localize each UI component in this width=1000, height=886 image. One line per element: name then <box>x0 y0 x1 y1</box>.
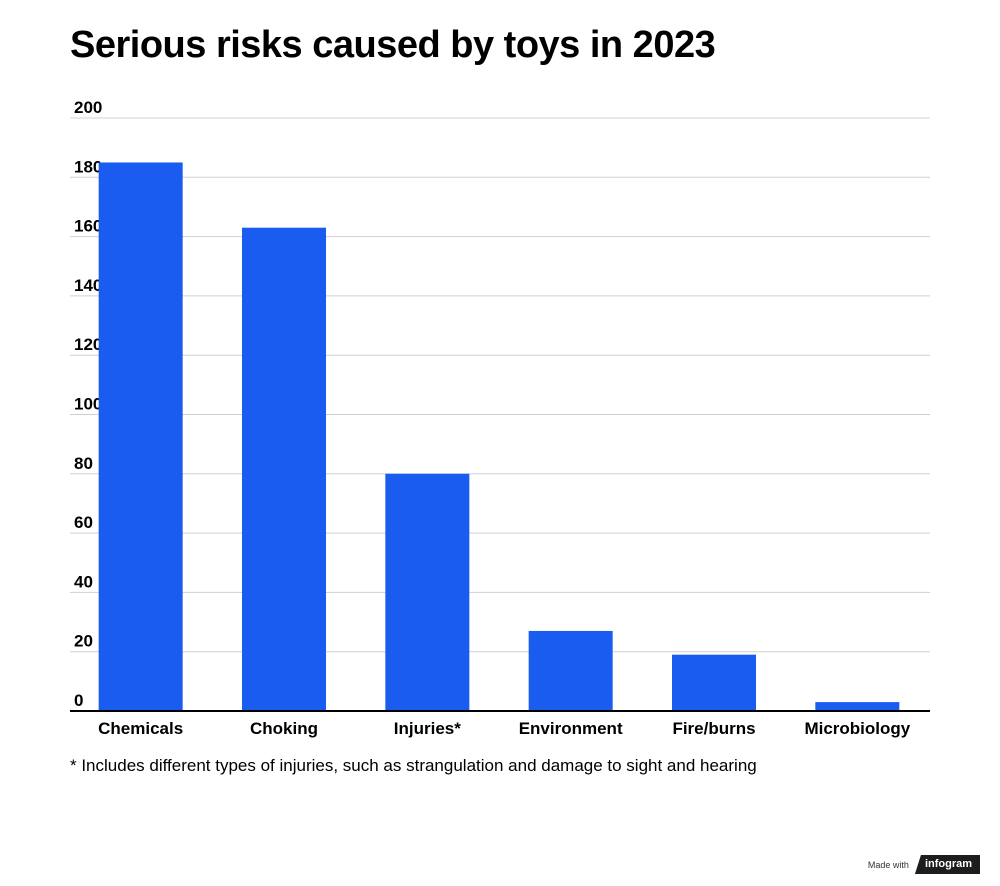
x-tick-label: Microbiology <box>804 719 910 738</box>
bar[interactable] <box>385 473 470 711</box>
y-axis-tick-labels: 0 20 40 60 80 100 120 140 160 180 200 <box>74 98 102 710</box>
bar[interactable] <box>242 227 326 711</box>
y-tick-label: 180 <box>74 157 102 176</box>
made-with-label: Made with <box>867 859 909 870</box>
y-tick-label: 0 <box>74 691 83 710</box>
y-tick-label: 20 <box>74 632 93 651</box>
x-tick-label: Choking <box>250 719 318 738</box>
infogram-credit[interactable]: Made with infogram <box>868 855 980 874</box>
footnote: * Includes different types of injuries, … <box>70 756 757 775</box>
x-axis-tick-labels: Chemicals Choking Injuries* Environment Fire… <box>98 719 911 738</box>
x-tick-label: Fire/burns <box>672 719 755 738</box>
y-tick-label: 200 <box>74 98 102 117</box>
bar[interactable] <box>672 654 756 711</box>
bar[interactable] <box>98 162 183 712</box>
y-tick-label: 80 <box>74 454 93 473</box>
y-tick-label: 120 <box>74 335 102 354</box>
y-tick-label: 40 <box>74 572 93 591</box>
infogram-logo: infogram <box>914 855 980 874</box>
y-tick-label: 140 <box>74 276 102 295</box>
bars <box>98 162 900 712</box>
bar[interactable] <box>528 630 613 711</box>
y-tick-label: 160 <box>74 217 102 236</box>
x-tick-label: Chemicals <box>98 719 183 738</box>
chart-title: Serious risks caused by toys in 2023 <box>70 24 716 66</box>
bar-chart: 0 20 40 60 80 100 120 140 160 180 200 Chemicals Cho… <box>70 98 930 738</box>
x-tick-label: Injuries* <box>394 719 461 738</box>
y-tick-label: 100 <box>74 395 102 414</box>
gridlines <box>70 117 930 653</box>
x-tick-label: Environment <box>519 719 623 738</box>
y-tick-label: 60 <box>74 513 93 532</box>
bar[interactable] <box>815 702 900 711</box>
